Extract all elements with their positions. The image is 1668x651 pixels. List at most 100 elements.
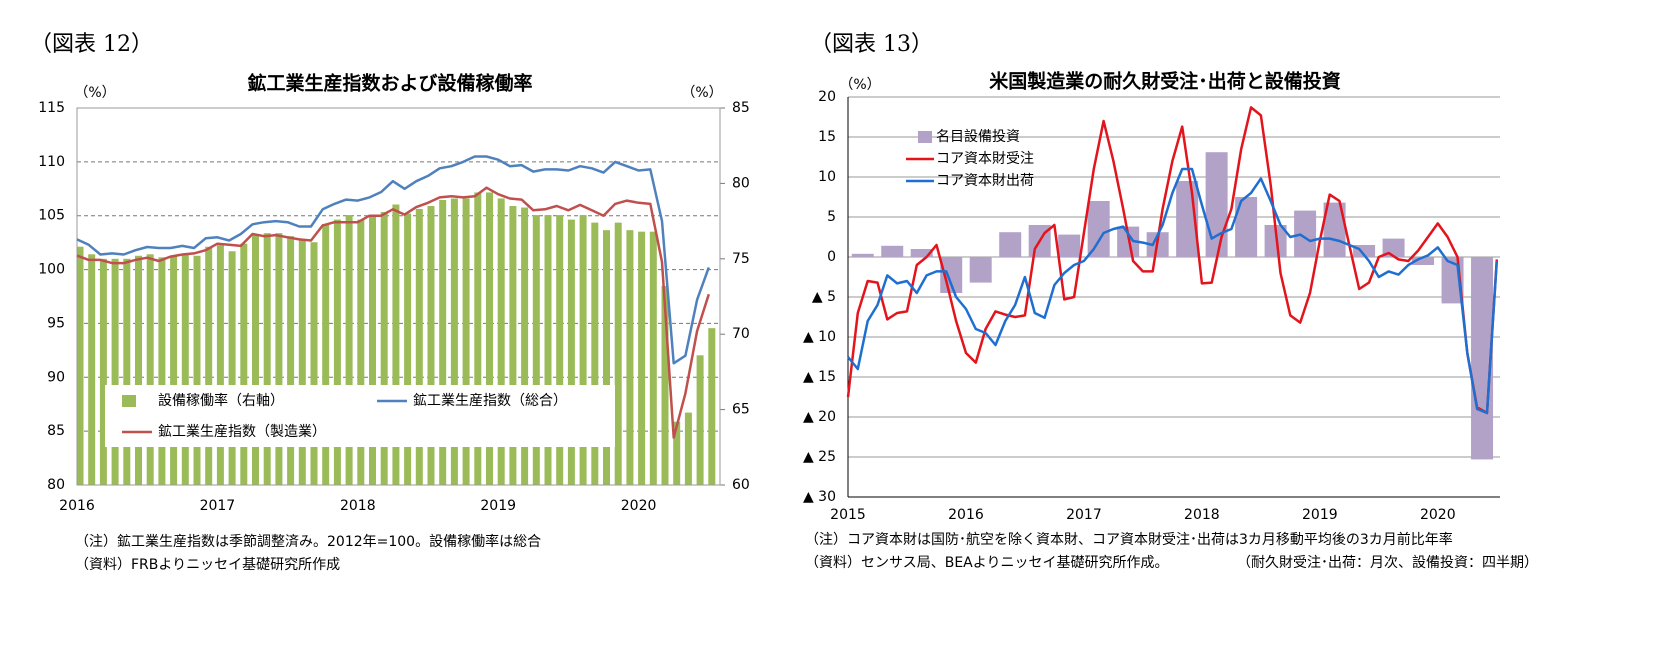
bar: [684, 412, 692, 485]
y-tick-label: ▲ 30: [803, 489, 836, 505]
bar: [999, 232, 1022, 257]
y2-tick-label: 75: [732, 251, 750, 267]
bar: [404, 213, 412, 485]
bar: [345, 215, 353, 485]
x-tick-label: 2018: [1184, 507, 1220, 523]
bar: [579, 215, 587, 485]
x-tick-label: 2019: [1302, 507, 1338, 523]
y-axis-unit: （%）: [74, 85, 115, 101]
y-tick-label: 105: [38, 208, 65, 224]
y-tick-label: ▲ 25: [803, 449, 836, 465]
bar: [252, 234, 259, 485]
y-tick-label: 115: [38, 100, 65, 116]
figure-label: （図表 12）: [30, 32, 153, 57]
bar: [228, 251, 236, 485]
y2-tick-label: 70: [732, 326, 750, 342]
bar: [205, 246, 213, 485]
bar: [626, 230, 634, 485]
bar: [696, 355, 704, 485]
chart-title: 鉱工業生産指数および設備稼働率: [247, 72, 532, 95]
bar: [603, 230, 610, 485]
bar: [556, 215, 564, 485]
y-tick-label: 100: [38, 262, 65, 278]
legend-box: [105, 385, 615, 447]
line: [847, 167, 1499, 415]
note: （資料）FRBよりニッセイ基礎研究所作成: [75, 556, 340, 573]
y2-tick-label: 80: [732, 175, 750, 191]
bar: [88, 254, 96, 485]
y2-tick-label: 85: [732, 100, 750, 116]
bar: [881, 245, 904, 257]
bar: [146, 254, 154, 485]
y-tick-label: 85: [47, 423, 65, 439]
bar: [123, 258, 131, 485]
y-tick-label: 80: [47, 477, 65, 493]
x-tick-label: 2016: [948, 507, 984, 523]
bar: [462, 198, 470, 486]
y-tick-label: 15: [818, 129, 836, 145]
bar: [369, 216, 376, 486]
y-tick-label: ▲ 5: [812, 289, 836, 305]
legend-label: コア資本財受注: [936, 151, 1034, 167]
y-tick-label: 110: [38, 154, 65, 170]
legend-swatch: [918, 131, 932, 143]
y-tick-label: 90: [47, 369, 65, 385]
bar: [298, 239, 306, 485]
bar: [287, 236, 295, 485]
bar: [649, 231, 657, 485]
legend-label: 設備稼働率（右軸）: [158, 392, 284, 409]
bar: [135, 255, 142, 485]
legend-label: 名目設備投資: [936, 129, 1020, 145]
bar: [380, 212, 388, 485]
y-tick-label: ▲ 15: [803, 369, 836, 385]
y-tick-label: 95: [47, 315, 65, 331]
legend-label: 鉱工業生産指数（総合）: [413, 392, 567, 409]
y-tick-label: 0: [827, 249, 836, 265]
bar: [439, 199, 447, 485]
x-tick-label: 2017: [200, 498, 236, 514]
bar: [427, 206, 435, 485]
bar: [1412, 257, 1435, 265]
y2-tick-label: 65: [732, 402, 750, 418]
plot-frame: [76, 107, 721, 486]
bar: [1087, 201, 1110, 257]
bar: [158, 257, 166, 485]
bar: [1264, 225, 1287, 257]
bar: [333, 219, 341, 486]
bar: [532, 215, 540, 485]
line: [846, 106, 1499, 415]
bar: [415, 209, 423, 485]
bar: [591, 222, 599, 485]
bar: [275, 233, 283, 485]
line: [76, 155, 710, 365]
bar: [357, 219, 365, 486]
bar: [1235, 197, 1258, 257]
bar: [567, 219, 575, 486]
x-tick-label: 2020: [1420, 507, 1456, 523]
bar: [1323, 202, 1346, 257]
bar: [111, 258, 119, 485]
bar: [851, 253, 874, 257]
bar: [497, 198, 505, 486]
legend-label: コア資本財出荷: [936, 173, 1034, 189]
bar: [1205, 152, 1228, 257]
y-tick-label: 5: [827, 209, 836, 225]
legend-label: 鉱工業生産指数（製造業）: [158, 423, 326, 440]
bar: [181, 254, 189, 485]
bar: [263, 233, 271, 485]
bar: [708, 328, 716, 485]
bar: [76, 246, 84, 485]
x-tick-label: 2018: [340, 498, 376, 514]
bar: [310, 242, 318, 485]
bar: [673, 421, 681, 485]
chart-title: 米国製造業の耐久財受注･出荷と設備投資: [989, 70, 1341, 93]
bar: [193, 255, 201, 485]
bar: [99, 258, 107, 485]
bar: [486, 192, 493, 485]
y-tick-label: ▲ 10: [803, 329, 836, 345]
bar: [474, 192, 482, 485]
x-tick-label: 2020: [621, 498, 657, 514]
y2-tick-label: 60: [732, 477, 750, 493]
note: （注）鉱工業生産指数は季節調整済み。2012年=100。設備稼働率は総合: [75, 533, 541, 550]
x-tick-label: 2019: [480, 498, 516, 514]
